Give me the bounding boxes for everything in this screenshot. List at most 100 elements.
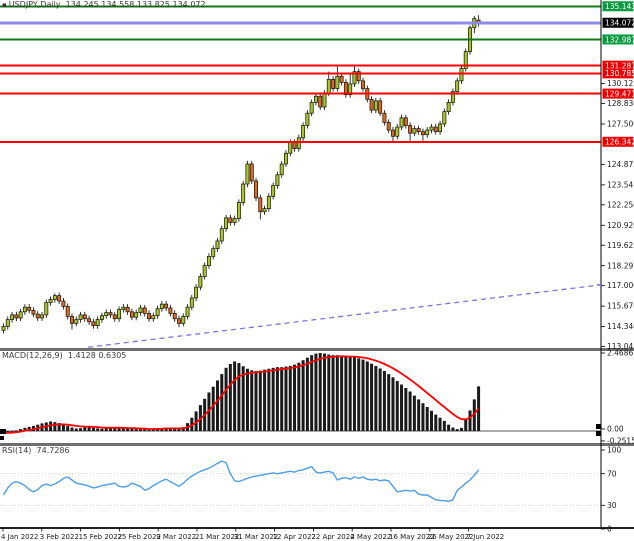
macd-bar <box>151 429 155 431</box>
macd-bar <box>91 427 95 431</box>
macd-bar <box>267 368 271 431</box>
bull-candle <box>48 299 53 303</box>
bull-candle <box>266 195 271 209</box>
macd-bar <box>378 368 382 431</box>
macd-panel[interactable] <box>0 352 601 440</box>
price-badge-132.987-bg <box>602 34 634 45</box>
macd-bar <box>57 423 61 431</box>
macd-bar <box>412 395 416 431</box>
macd-bar <box>293 364 297 431</box>
date-label: 12 Apr 2022 <box>273 533 316 541</box>
bear-candle <box>369 98 374 111</box>
bear-candle <box>108 312 113 316</box>
macd-bar <box>323 353 326 431</box>
macd-value-marker <box>596 424 601 429</box>
macd-bar <box>138 429 142 431</box>
macd-bar <box>288 365 292 431</box>
rsi-panel[interactable] <box>0 460 601 506</box>
macd-bar <box>382 370 386 431</box>
bull-candle <box>309 102 314 114</box>
bull-candle <box>219 228 224 242</box>
macd-name: MACD(12,26,9) <box>2 351 63 360</box>
bear-candle <box>403 117 408 126</box>
price-badge-131.287-bg <box>602 60 634 71</box>
bear-candle <box>416 128 421 133</box>
macd-bar <box>305 357 309 431</box>
bear-candle <box>70 316 74 324</box>
bear-candle <box>292 142 297 149</box>
macd-bar <box>100 428 104 431</box>
panel-separator[interactable] <box>0 443 634 446</box>
date-label: 4 Jan 2022 <box>1 533 39 541</box>
price-badge-129.471-bg <box>602 88 634 99</box>
bull-candle <box>279 163 284 176</box>
bear-candle <box>343 82 348 96</box>
bull-candle <box>10 314 15 320</box>
bull-candle <box>442 111 447 125</box>
price-badge-129.471: 129.471 <box>605 89 634 98</box>
bull-candle <box>232 218 237 223</box>
macd-bar <box>173 428 177 431</box>
panel-separator[interactable] <box>0 348 634 351</box>
date-label: 16 May 2022 <box>389 533 435 541</box>
macd-bar <box>404 388 408 431</box>
macd-bar <box>430 410 433 431</box>
main-price-panel[interactable] <box>0 5 602 348</box>
macd-bar <box>374 365 378 431</box>
bear-candle <box>164 303 169 309</box>
bear-candle <box>331 78 336 89</box>
date-label: 25 Feb 2022 <box>117 533 161 541</box>
macd-bar <box>177 428 181 431</box>
macd-bar <box>130 428 134 431</box>
macd-bar <box>117 427 121 431</box>
bull-candle <box>202 265 207 277</box>
bear-candle <box>391 129 395 137</box>
macd-bar <box>352 356 356 431</box>
bull-candle <box>335 75 340 89</box>
bull-candle <box>348 83 353 96</box>
bear-candle <box>91 321 96 327</box>
bull-candle <box>134 312 139 318</box>
bear-candle <box>318 95 323 108</box>
price-tick-117.000: 117.000 <box>607 281 634 290</box>
bull-candle <box>99 315 104 320</box>
macd-bar <box>66 425 70 431</box>
bear-candle <box>386 122 391 131</box>
macd-tick-zero: 0.00 <box>607 425 624 434</box>
macd-bar <box>96 428 100 431</box>
bull-candle <box>95 319 100 327</box>
bull-candle <box>104 312 109 317</box>
bull-candle <box>189 297 194 308</box>
bear-candle <box>249 163 254 182</box>
macd-bar <box>258 370 262 431</box>
bear-candle <box>31 309 36 315</box>
macd-bar <box>168 427 172 431</box>
bull-candle <box>159 303 164 310</box>
bear-candle <box>339 75 344 83</box>
bull-candle <box>117 309 122 320</box>
bear-candle <box>356 71 361 82</box>
bull-candle <box>215 240 220 250</box>
price-tick-119.625: 119.625 <box>607 241 634 250</box>
bear-candle <box>82 314 87 320</box>
bull-candle <box>425 129 430 136</box>
macd-bar <box>442 420 446 431</box>
macd-indicator-label: MACD(12,26,9) 1.4128 0.6305 <box>2 351 126 360</box>
bear-candle <box>87 318 92 323</box>
rsi-tick-0: 0 <box>607 525 612 534</box>
bull-candle <box>198 276 203 288</box>
macd-bar <box>275 367 279 431</box>
macd-bar <box>27 426 31 431</box>
macd-bar <box>318 352 322 431</box>
macd-bar <box>280 367 284 431</box>
rsi-name: RSI(14) <box>2 446 32 455</box>
bear-candle <box>420 131 425 136</box>
macd-bar <box>438 417 442 431</box>
rsi-tick-100: 100 <box>607 446 622 455</box>
macd-bar <box>421 403 425 431</box>
bull-candle <box>211 248 216 257</box>
symbol-bullet-icon: ▪ <box>2 1 7 9</box>
